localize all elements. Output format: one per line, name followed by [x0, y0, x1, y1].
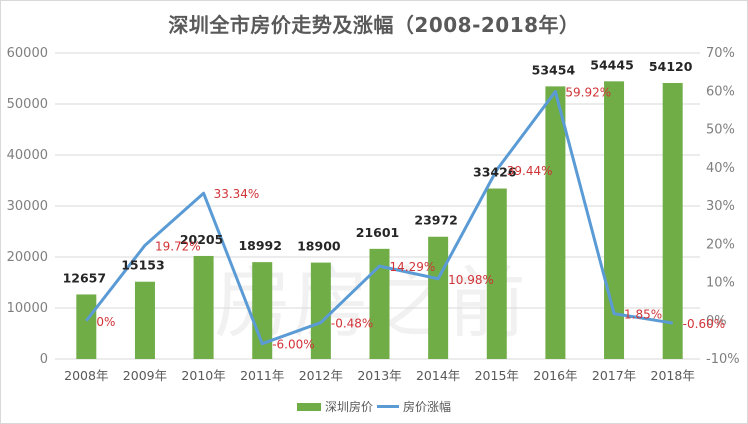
bar-value-label: 53454	[532, 62, 576, 77]
pct-label: 59.92%	[565, 86, 611, 100]
x-tick: 2009年	[123, 368, 167, 383]
y-left-tick: 60000	[7, 46, 48, 61]
y-left-tick: 10000	[7, 301, 48, 316]
legend-item-change[interactable]: 房价涨幅	[377, 398, 451, 415]
pct-label: 19.72%	[155, 239, 201, 253]
x-tick: 2008年	[64, 368, 108, 383]
bar-value-label: 15153	[121, 258, 165, 273]
bar-value-label: 20205	[180, 232, 224, 247]
bar-value-label: 23972	[414, 213, 458, 228]
pct-label: 14.29%	[390, 260, 436, 274]
bar-value-label: 54120	[649, 59, 693, 74]
pct-label: -6.00%	[272, 338, 314, 352]
x-tick: 2011年	[240, 368, 284, 383]
y-right-tick: 30%	[706, 199, 735, 214]
y-left-tick: 20000	[7, 250, 48, 265]
bar[interactable]	[604, 81, 625, 359]
x-tick: 2012年	[299, 368, 343, 383]
bar[interactable]	[76, 294, 97, 359]
bar-value-label: 21601	[356, 225, 400, 240]
x-tick: 2013年	[357, 368, 401, 383]
y-right-tick: 40%	[706, 161, 735, 176]
y-right-tick: 50%	[706, 123, 735, 138]
y-left-tick: 50000	[7, 97, 48, 112]
bar-value-label: 18900	[297, 239, 341, 254]
bar-swatch-icon	[296, 402, 321, 411]
y-left-tick: 30000	[7, 199, 48, 214]
y-left-tick: 40000	[7, 148, 48, 163]
legend-label-change: 房价涨幅	[403, 400, 452, 414]
bar[interactable]	[486, 188, 507, 359]
y-right-tick: 20%	[706, 237, 735, 252]
bar[interactable]	[428, 236, 449, 359]
x-tick: 2015年	[475, 368, 519, 383]
bar-value-label: 54445	[590, 57, 634, 72]
x-tick: 2014年	[416, 368, 460, 383]
pct-label: 39.44%	[507, 164, 553, 178]
x-tick: 2016年	[533, 368, 577, 383]
legend-label-price: 深圳房价	[324, 400, 373, 414]
bar-value-label: 33426	[473, 165, 517, 180]
y-right-tick: 0%	[706, 314, 727, 329]
bar-value-label: 12657	[63, 270, 107, 285]
pct-label: 1.85%	[624, 308, 662, 322]
bar[interactable]	[369, 248, 390, 359]
y-right-tick: -10%	[706, 352, 740, 367]
bar[interactable]	[134, 281, 155, 359]
pct-label: 0%	[96, 315, 115, 329]
x-tick: 2018年	[651, 368, 695, 383]
y-left-tick: 0	[40, 352, 48, 367]
x-tick: 2010年	[181, 368, 225, 383]
y-right-tick: 10%	[706, 276, 735, 291]
bar[interactable]	[662, 82, 683, 359]
pct-label: -0.48%	[331, 317, 373, 331]
chart-title: 深圳全市房价走势及涨幅（2008-2018年）	[168, 13, 580, 37]
y-right-tick: 70%	[706, 46, 735, 61]
bar[interactable]	[193, 255, 214, 359]
pct-label: 33.34%	[214, 187, 260, 201]
change-line[interactable]	[85, 90, 673, 346]
legend-item-price[interactable]: 深圳房价	[296, 398, 373, 415]
bar-value-label: 18992	[238, 238, 282, 253]
line-swatch-icon	[377, 405, 399, 408]
pct-label: -0.60%	[683, 317, 725, 331]
bar[interactable]	[310, 262, 331, 359]
y-right-tick: 60%	[706, 84, 735, 99]
bar[interactable]	[545, 86, 566, 360]
pct-label: 10.98%	[448, 273, 494, 287]
legend: 深圳房价 房价涨幅	[0, 398, 748, 415]
x-tick: 2017年	[592, 368, 636, 383]
